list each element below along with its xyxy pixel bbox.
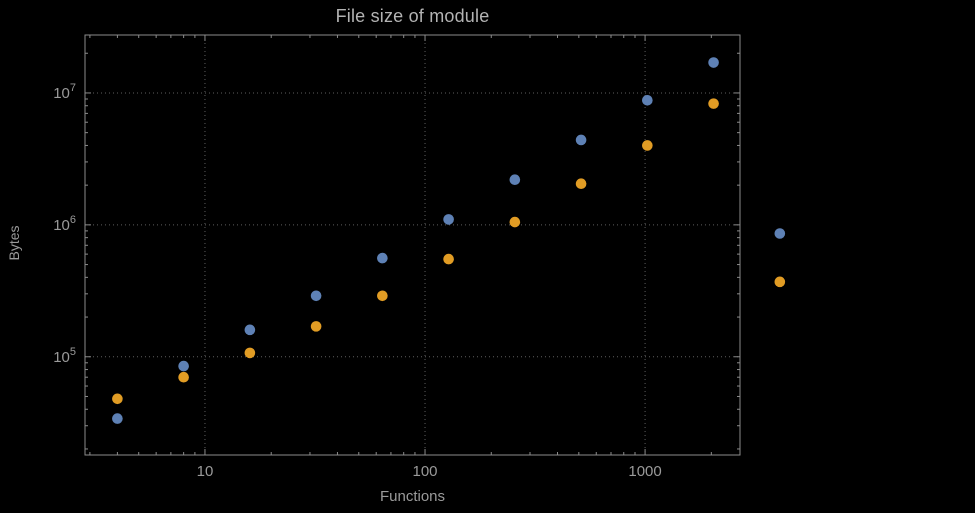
plot-frame <box>84 34 741 456</box>
data-point-series-1 <box>708 57 719 68</box>
data-point-series-1 <box>244 324 256 336</box>
data-point-series-1 <box>774 228 786 239</box>
data-point-series-2 <box>178 371 189 383</box>
chart-title: File size of module <box>335 6 490 26</box>
data-point-series-1 <box>377 252 388 264</box>
data-point-series-2 <box>774 276 786 288</box>
data-point-series-2 <box>642 140 653 151</box>
data-point-series-2 <box>708 98 719 109</box>
data-point-series-2 <box>443 253 454 265</box>
data-point-series-1 <box>178 360 189 372</box>
data-point-series-2 <box>244 347 256 359</box>
data-point-series-2 <box>509 216 521 228</box>
x-tick-label: 10 <box>197 463 214 480</box>
data-point-series-1 <box>509 174 521 185</box>
data-point-series-1 <box>310 290 322 302</box>
x-tick-label: 100 <box>413 463 438 480</box>
data-point-series-2 <box>112 393 123 405</box>
data-point-series-1 <box>642 94 653 106</box>
data-point-series-1 <box>112 413 123 424</box>
data-point-series-1 <box>443 214 454 225</box>
data-point-series-2 <box>310 321 322 332</box>
y-tick-label: 106 <box>53 214 76 234</box>
x-tick-label: 1000 <box>628 463 661 480</box>
y-tick-label: 105 <box>53 346 76 366</box>
data-point-series-2 <box>377 290 388 302</box>
data-point-series-2 <box>575 178 587 190</box>
y-tick-label: 107 <box>53 82 76 102</box>
data-point-series-1 <box>575 134 587 146</box>
x-axis-label: Functions <box>379 488 446 505</box>
